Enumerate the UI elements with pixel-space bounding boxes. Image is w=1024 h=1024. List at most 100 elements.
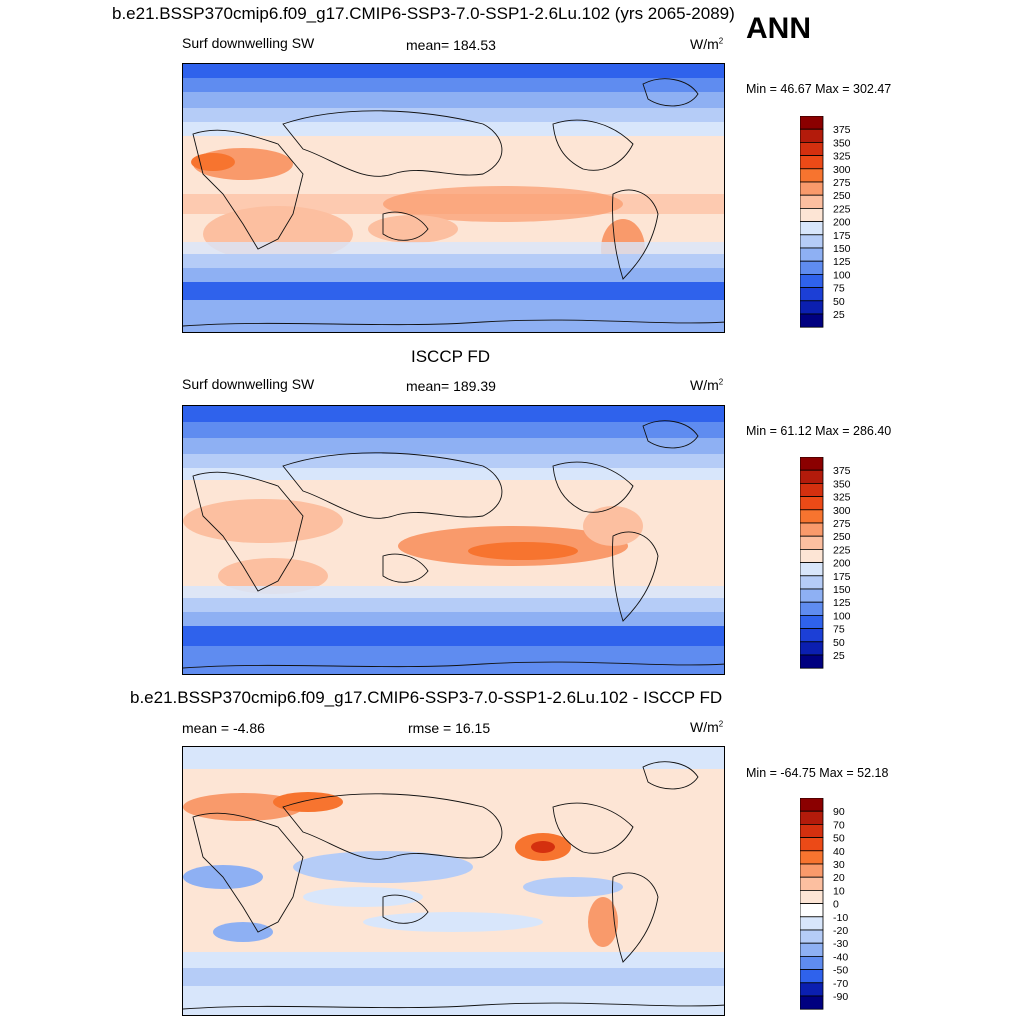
colorbar-swatch: [800, 863, 824, 878]
colorbar-swatch: [800, 234, 824, 249]
colorbar-tick-label: -50: [833, 965, 848, 977]
colorbar-obs: 375 350 325 300 275 250 225 200 175 150 125 100 75 50…: [800, 457, 880, 671]
colorbar-tick-label: 100: [833, 610, 851, 622]
colorbar-swatch: [800, 628, 824, 643]
colorbar-swatch: [800, 247, 824, 262]
units-label: W/m2: [690, 36, 724, 52]
colorbar-tick-label: 175: [833, 571, 851, 583]
colorbar-swatch: [800, 890, 824, 905]
colorbar-swatch: [800, 128, 824, 143]
colorbar-tick-label: 275: [833, 518, 851, 530]
colorbar-tick-label: 70: [833, 819, 845, 831]
panel-title: b.e21.BSSP370cmip6.f09_g17.CMIP6-SSP3-7.…: [130, 688, 723, 707]
colorbar-swatch: [800, 549, 824, 564]
colorbar-tick-label: 50: [833, 833, 845, 845]
colorbar-tick-label: 10: [833, 885, 845, 897]
colorbar-swatch: [800, 929, 824, 944]
colorbar-swatch: [800, 614, 824, 629]
colorbar-swatch: [800, 798, 824, 812]
colorbar-swatch: [800, 982, 824, 997]
colorbar-tick-label: 325: [833, 492, 851, 504]
colorbar-swatch: [800, 522, 824, 537]
colorbar-tick-label: -30: [833, 938, 848, 950]
colorbar-swatch: [800, 313, 824, 328]
colorbar-tick-label: 75: [833, 624, 845, 636]
colorbar-tick-label: 75: [833, 283, 845, 295]
colorbar-swatch: [800, 496, 824, 511]
colorbar-tick-label: -90: [833, 991, 848, 1003]
map-model: [182, 63, 725, 333]
colorbar-swatch: [800, 562, 824, 577]
colorbar-swatch: [800, 850, 824, 865]
colorbar-swatch: [800, 194, 824, 209]
colorbar-swatch: [800, 221, 824, 236]
colorbar-tick-label: 225: [833, 203, 851, 215]
colorbar-tick-label: 125: [833, 597, 851, 609]
panel-title: b.e21.BSSP370cmip6.f09_g17.CMIP6-SSP3-7.…: [112, 4, 735, 23]
colorbar-tick-label: 25: [833, 309, 845, 321]
mean-label: mean= 189.39: [406, 378, 496, 394]
units-label: W/m2: [690, 377, 724, 393]
season-label: ANN: [746, 12, 811, 45]
units-label: W/m2: [690, 719, 724, 735]
colorbar-swatch: [800, 588, 824, 603]
colorbar-swatch: [800, 876, 824, 891]
colorbar-tick-label: 250: [833, 531, 851, 543]
colorbar-swatch: [800, 116, 824, 130]
colorbar-swatch: [800, 995, 824, 1010]
map-obs: [182, 405, 725, 675]
colorbar-tick-label: 275: [833, 177, 851, 189]
panel-title: ISCCP FD: [411, 347, 491, 366]
variable-label: Surf downwelling SW: [182, 35, 315, 51]
colorbar-swatch: [800, 916, 824, 931]
colorbar-tick-label: 300: [833, 164, 851, 176]
minmax-label: Min = -64.75 Max = 52.18: [746, 766, 889, 780]
colorbar-tick-label: 375: [833, 124, 851, 136]
colorbar-tick-label: 250: [833, 190, 851, 202]
colorbar-swatch: [800, 575, 824, 590]
colorbar-tick-label: 350: [833, 137, 851, 149]
mean-label: mean = -4.86: [182, 720, 265, 736]
colorbar-swatch: [800, 903, 824, 918]
variable-label: Surf downwelling SW: [182, 376, 315, 392]
colorbar-swatch: [800, 837, 824, 852]
minmax-label: Min = 61.12 Max = 286.40: [746, 424, 892, 438]
colorbar-tick-label: 175: [833, 230, 851, 242]
colorbar-diff: 90 70 50 40 30 20 10 0 -10 -20 -30 -40 -50 -70 -90: [800, 798, 880, 1012]
colorbar-tick-label: 90: [833, 806, 845, 818]
colorbar-swatch: [800, 509, 824, 524]
colorbar-swatch: [800, 823, 824, 838]
colorbar-tick-label: 150: [833, 243, 851, 255]
colorbar-swatch: [800, 168, 824, 183]
colorbar-swatch: [800, 181, 824, 196]
colorbar-tick-label: 40: [833, 846, 845, 858]
colorbar-tick-label: 30: [833, 859, 845, 871]
colorbar-tick-label: 20: [833, 872, 845, 884]
colorbar-swatch: [800, 469, 824, 484]
mean-label: mean= 184.53: [406, 37, 496, 53]
colorbar-swatch: [800, 955, 824, 970]
colorbar-tick-label: 200: [833, 558, 851, 570]
colorbar-swatch: [800, 300, 824, 315]
colorbar-tick-label: -40: [833, 951, 848, 963]
colorbar-swatch: [800, 260, 824, 275]
colorbar-tick-label: 350: [833, 478, 851, 490]
colorbar-swatch: [800, 969, 824, 984]
colorbar-swatch: [800, 942, 824, 957]
colorbar-swatch: [800, 654, 824, 669]
colorbar-swatch: [800, 287, 824, 302]
colorbar-tick-label: 300: [833, 505, 851, 517]
colorbar-swatch: [800, 641, 824, 656]
colorbar-swatch: [800, 155, 824, 170]
colorbar-swatch: [800, 141, 824, 156]
colorbar-tick-label: 50: [833, 637, 845, 649]
map-diff: [182, 746, 725, 1016]
colorbar-swatch: [800, 810, 824, 825]
colorbar-swatch: [800, 457, 824, 471]
colorbar-tick-label: 150: [833, 584, 851, 596]
colorbar-tick-label: 375: [833, 465, 851, 477]
colorbar-tick-label: 0: [833, 899, 839, 911]
colorbar-tick-label: 25: [833, 650, 845, 662]
colorbar-tick-label: 200: [833, 217, 851, 229]
colorbar-swatch: [800, 535, 824, 550]
